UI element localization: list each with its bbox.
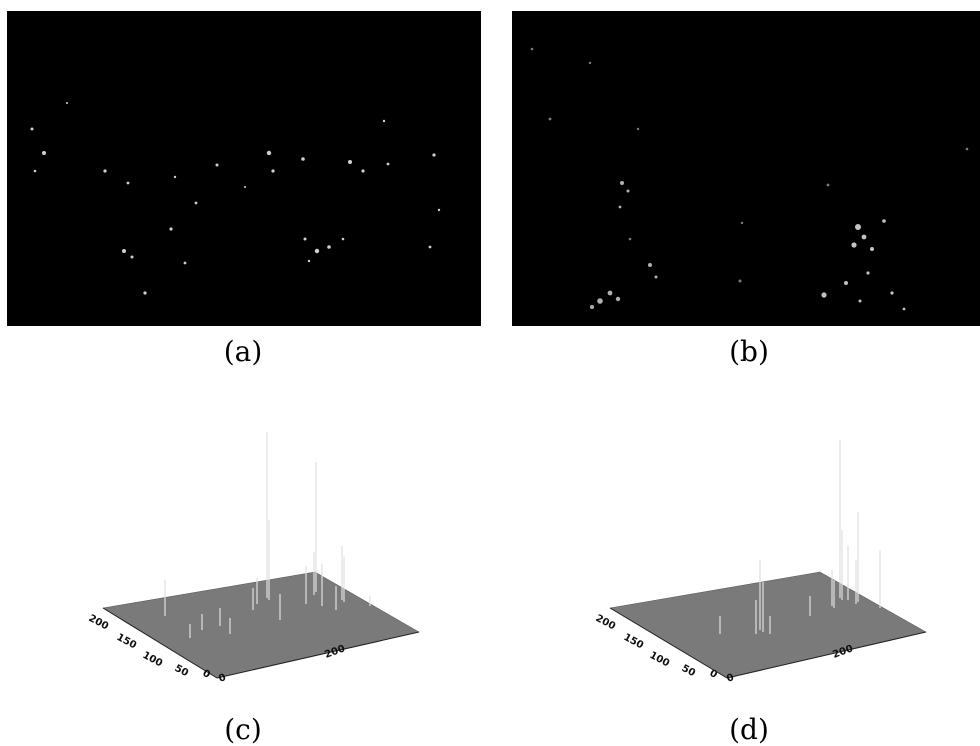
y-tick-150: 150: [622, 632, 646, 652]
caption-a: (a): [223, 335, 263, 368]
surface-plot-d-svg: 200 150 100 50 0 0 200: [594, 440, 927, 685]
y-tick-0: 0: [201, 668, 212, 681]
y-tick-100: 100: [141, 650, 165, 670]
saliency-image-b-structures: [530, 47, 969, 311]
surface-plot-c-svg: 200 150 100 50 0 0 200: [87, 432, 420, 685]
y-tick-100: 100: [648, 650, 672, 670]
y-tick-150: 150: [115, 632, 139, 652]
y-tick-50: 50: [173, 663, 190, 679]
y-tick-0: 0: [708, 668, 719, 681]
surface-plot-d: 200 150 100 50 0 0 200: [580, 420, 950, 690]
surface-plot-c: 200 150 100 50 0 0 200: [70, 420, 440, 690]
x-tick-0: 0: [217, 672, 227, 685]
saliency-image-a-dots: [30, 102, 441, 295]
caption-c: (c): [224, 713, 262, 746]
x-tick-0: 0: [725, 672, 735, 685]
y-tick-200: 200: [594, 613, 618, 633]
caption-d: (d): [729, 713, 769, 746]
y-tick-200: 200: [87, 613, 111, 633]
saliency-image-b: [512, 11, 980, 326]
caption-b: (b): [729, 335, 769, 368]
y-tick-50: 50: [680, 663, 697, 679]
saliency-image-a: [7, 11, 481, 326]
